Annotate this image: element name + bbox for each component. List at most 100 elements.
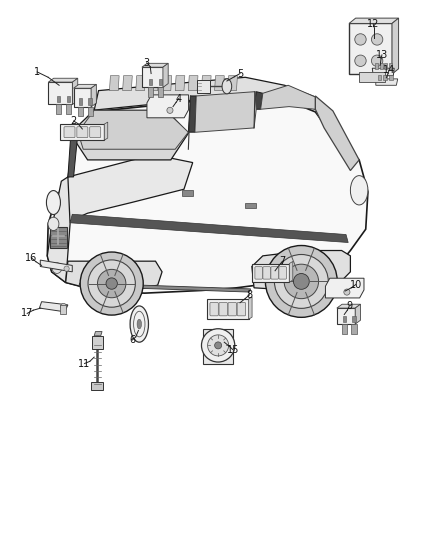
Bar xyxy=(88,107,93,117)
Bar xyxy=(383,75,387,80)
Ellipse shape xyxy=(350,175,368,205)
Polygon shape xyxy=(149,76,159,91)
Polygon shape xyxy=(197,80,210,93)
Polygon shape xyxy=(123,76,132,91)
Circle shape xyxy=(106,278,117,289)
Polygon shape xyxy=(289,262,293,282)
Polygon shape xyxy=(74,84,96,88)
FancyBboxPatch shape xyxy=(219,302,227,316)
Bar xyxy=(66,104,71,114)
Polygon shape xyxy=(249,297,252,319)
Polygon shape xyxy=(110,76,119,91)
Circle shape xyxy=(265,246,337,317)
Circle shape xyxy=(344,289,350,295)
Polygon shape xyxy=(147,95,188,118)
Polygon shape xyxy=(66,261,162,290)
Bar xyxy=(78,107,83,117)
Circle shape xyxy=(88,260,135,307)
Circle shape xyxy=(274,254,328,309)
Polygon shape xyxy=(252,251,350,290)
Polygon shape xyxy=(228,76,237,91)
Circle shape xyxy=(371,34,383,45)
Polygon shape xyxy=(104,122,108,140)
Text: 13: 13 xyxy=(376,50,388,60)
Polygon shape xyxy=(142,67,163,87)
Bar xyxy=(159,79,162,85)
Polygon shape xyxy=(252,264,289,282)
Bar xyxy=(380,63,383,69)
Bar xyxy=(384,63,387,69)
Text: 5: 5 xyxy=(237,69,243,78)
Bar xyxy=(352,316,356,322)
Polygon shape xyxy=(40,260,72,272)
Bar xyxy=(359,72,385,82)
FancyBboxPatch shape xyxy=(210,302,218,316)
Bar xyxy=(343,316,346,322)
Bar xyxy=(149,79,152,85)
Circle shape xyxy=(98,269,126,298)
Bar xyxy=(378,75,381,80)
Bar xyxy=(158,87,163,97)
FancyBboxPatch shape xyxy=(271,266,279,279)
Bar xyxy=(245,203,256,208)
Polygon shape xyxy=(47,177,70,282)
Bar xyxy=(351,324,357,334)
Polygon shape xyxy=(175,76,185,91)
Polygon shape xyxy=(207,299,249,319)
Polygon shape xyxy=(50,227,67,248)
Text: 17: 17 xyxy=(21,309,33,318)
Bar xyxy=(88,98,92,104)
Polygon shape xyxy=(349,18,399,23)
Polygon shape xyxy=(142,63,168,67)
Bar xyxy=(91,382,103,390)
Polygon shape xyxy=(315,96,359,171)
Text: 10: 10 xyxy=(350,280,362,289)
Text: 14: 14 xyxy=(383,66,395,75)
Polygon shape xyxy=(70,110,188,160)
Bar xyxy=(375,63,378,69)
Bar xyxy=(182,190,193,196)
Ellipse shape xyxy=(137,319,141,329)
Ellipse shape xyxy=(46,191,60,215)
FancyBboxPatch shape xyxy=(255,266,262,279)
Polygon shape xyxy=(73,78,78,104)
Polygon shape xyxy=(60,124,104,140)
Text: 3: 3 xyxy=(144,58,150,68)
Polygon shape xyxy=(55,155,193,224)
Text: 15: 15 xyxy=(227,345,240,355)
Polygon shape xyxy=(201,76,211,91)
Text: 8: 8 xyxy=(247,290,253,300)
FancyBboxPatch shape xyxy=(228,302,237,316)
Polygon shape xyxy=(254,92,263,109)
Circle shape xyxy=(371,55,383,67)
FancyBboxPatch shape xyxy=(64,127,75,138)
Bar xyxy=(60,305,66,314)
Circle shape xyxy=(60,303,67,310)
Polygon shape xyxy=(372,68,394,76)
Polygon shape xyxy=(47,96,368,293)
Polygon shape xyxy=(349,23,392,74)
Circle shape xyxy=(355,34,366,45)
Circle shape xyxy=(208,335,229,356)
Polygon shape xyxy=(195,92,256,132)
Polygon shape xyxy=(70,214,348,243)
FancyBboxPatch shape xyxy=(279,266,286,279)
Text: 6: 6 xyxy=(129,335,135,345)
Circle shape xyxy=(215,342,222,349)
Bar xyxy=(342,324,347,334)
Text: 11: 11 xyxy=(78,359,91,368)
Circle shape xyxy=(355,55,366,67)
Polygon shape xyxy=(215,76,224,91)
FancyBboxPatch shape xyxy=(77,127,88,138)
Text: 1: 1 xyxy=(34,67,40,77)
Circle shape xyxy=(64,266,69,271)
Polygon shape xyxy=(261,85,315,109)
Text: 4: 4 xyxy=(176,94,182,103)
Bar xyxy=(67,96,70,102)
Polygon shape xyxy=(136,76,145,91)
Bar xyxy=(389,63,392,69)
Text: 9: 9 xyxy=(346,302,352,311)
Text: 12: 12 xyxy=(367,19,379,29)
Polygon shape xyxy=(39,302,68,312)
Circle shape xyxy=(284,264,318,298)
